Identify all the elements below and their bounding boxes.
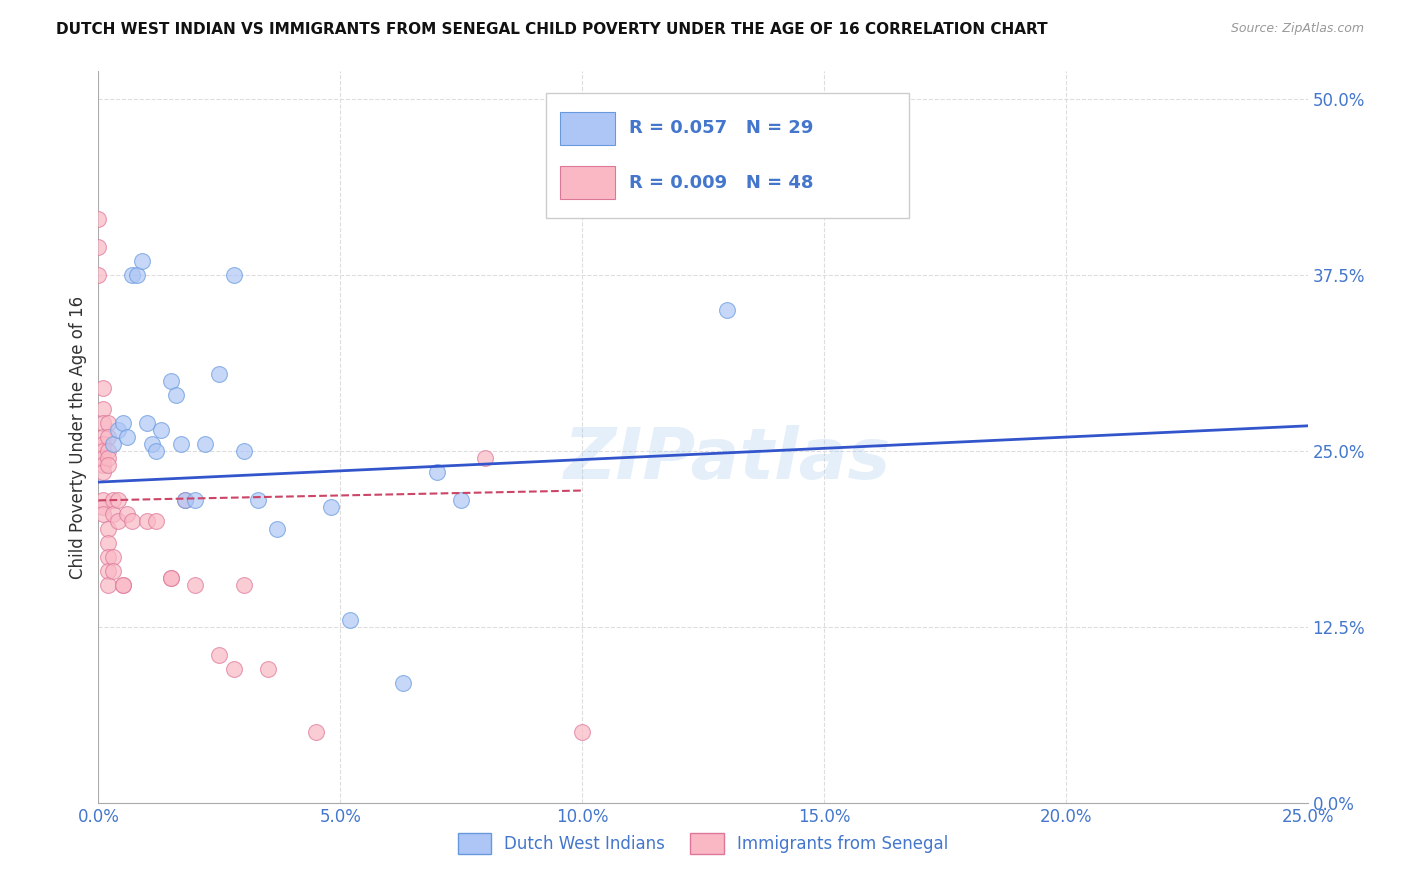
Point [97, 444, 120, 458]
Text: Source: ZipAtlas.com: Source: ZipAtlas.com [1230, 22, 1364, 36]
Point [305, 725, 328, 739]
Point [247, 493, 270, 508]
Point [91, 381, 114, 395]
Text: R = 0.009   N = 48: R = 0.009 N = 48 [630, 174, 814, 192]
Point [111, 416, 134, 430]
Point [169, 437, 191, 451]
Text: R = 0.057   N = 29: R = 0.057 N = 29 [630, 120, 814, 137]
Point [91, 444, 114, 458]
FancyBboxPatch shape [561, 167, 614, 199]
Point [165, 388, 187, 402]
Point [339, 613, 361, 627]
Point [121, 515, 143, 529]
Point [184, 578, 207, 592]
Point [87, 240, 110, 254]
Point [160, 571, 183, 585]
Point [97, 416, 120, 430]
Legend: Dutch West Indians, Immigrants from Senegal: Dutch West Indians, Immigrants from Sene… [451, 827, 955, 860]
Point [194, 437, 217, 451]
Point [117, 430, 139, 444]
Point [127, 268, 149, 283]
Point [450, 493, 472, 508]
Point [266, 521, 288, 535]
Point [208, 648, 231, 662]
Point [91, 493, 114, 508]
Point [91, 451, 114, 466]
Point [426, 465, 449, 479]
Point [97, 451, 120, 466]
Point [101, 437, 124, 451]
Point [101, 508, 124, 522]
Point [91, 437, 114, 451]
Point [91, 430, 114, 444]
Point [141, 437, 163, 451]
Point [131, 254, 153, 268]
Point [107, 423, 129, 437]
Point [392, 676, 415, 690]
Point [135, 515, 157, 529]
Point [97, 521, 120, 535]
Point [91, 401, 114, 416]
Point [97, 549, 120, 564]
Point [111, 578, 134, 592]
Point [91, 465, 114, 479]
Point [97, 578, 120, 592]
Point [174, 493, 197, 508]
Point [256, 662, 278, 676]
Point [107, 493, 129, 508]
Point [319, 500, 342, 515]
Point [87, 268, 110, 283]
Y-axis label: Child Poverty Under the Age of 16: Child Poverty Under the Age of 16 [69, 295, 87, 579]
Point [150, 423, 173, 437]
Point [101, 564, 124, 578]
Point [107, 515, 129, 529]
Point [716, 303, 738, 318]
Point [145, 515, 167, 529]
Point [87, 212, 110, 227]
Point [222, 662, 245, 676]
FancyBboxPatch shape [546, 94, 908, 218]
Point [135, 416, 157, 430]
Point [97, 535, 120, 549]
Text: DUTCH WEST INDIAN VS IMMIGRANTS FROM SENEGAL CHILD POVERTY UNDER THE AGE OF 16 C: DUTCH WEST INDIAN VS IMMIGRANTS FROM SEN… [56, 22, 1047, 37]
Point [160, 374, 183, 388]
Text: ZIPatlas: ZIPatlas [564, 425, 891, 493]
Point [91, 508, 114, 522]
Point [208, 367, 231, 381]
Point [160, 571, 183, 585]
Point [101, 549, 124, 564]
Point [474, 451, 496, 466]
Point [121, 268, 143, 283]
Point [91, 416, 114, 430]
Point [97, 458, 120, 473]
Point [561, 169, 583, 184]
Point [91, 500, 114, 515]
Point [184, 493, 207, 508]
Point [97, 430, 120, 444]
Point [111, 578, 134, 592]
Point [91, 458, 114, 473]
Point [97, 564, 120, 578]
Point [571, 725, 593, 739]
Point [232, 444, 254, 458]
Point [232, 578, 254, 592]
Point [101, 493, 124, 508]
Point [222, 268, 245, 283]
FancyBboxPatch shape [561, 112, 614, 145]
Point [117, 508, 139, 522]
Point [174, 493, 197, 508]
Point [145, 444, 167, 458]
